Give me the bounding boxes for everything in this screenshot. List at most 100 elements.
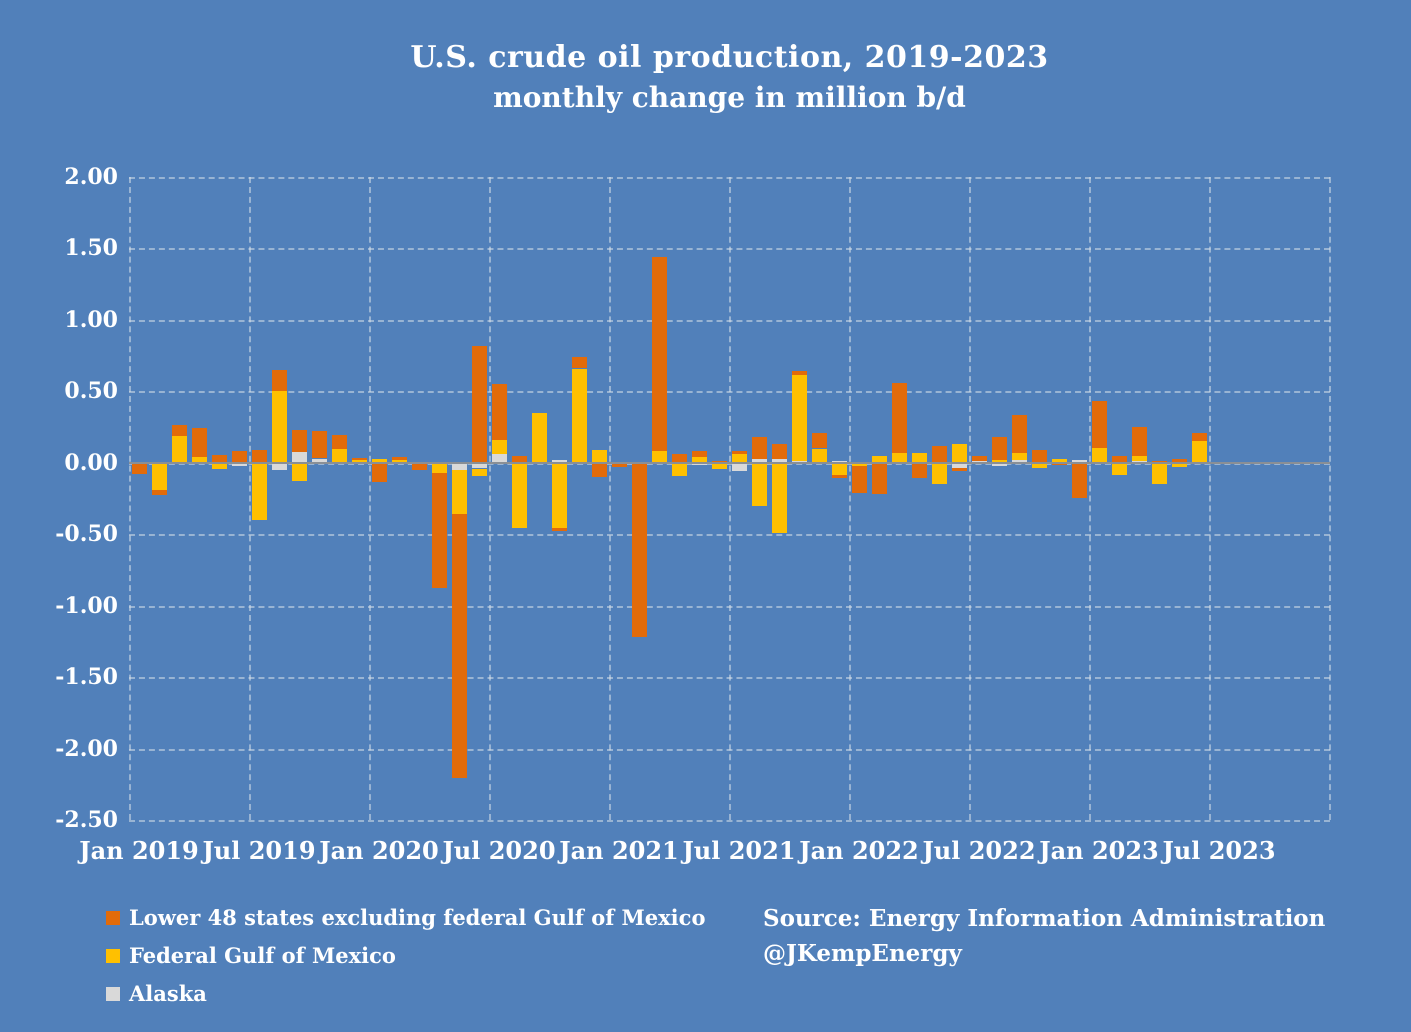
bar-segment-lower48 bbox=[951, 467, 967, 472]
bar-segment-gulf bbox=[1171, 462, 1187, 468]
y-tick-label: -2.50 bbox=[55, 807, 118, 833]
bar-segment-gulf bbox=[331, 449, 347, 463]
bar-segment-gulf bbox=[371, 459, 387, 463]
bar-segment-gulf bbox=[391, 459, 407, 463]
vertical-gridline bbox=[609, 177, 611, 820]
vertical-gridline bbox=[1089, 177, 1091, 820]
bar-segment-lower48 bbox=[891, 382, 907, 453]
x-tick-label: Jan 2020 bbox=[319, 836, 439, 865]
y-tick-label: -1.50 bbox=[55, 664, 118, 691]
bar-segment-gulf bbox=[771, 462, 787, 533]
bar-segment-gulf bbox=[351, 459, 367, 463]
bar-segment-gulf bbox=[151, 462, 167, 490]
bar-segment-lower48 bbox=[211, 454, 227, 463]
bar-segment-lower48 bbox=[751, 437, 767, 460]
bar-segment-lower48 bbox=[411, 462, 427, 470]
bar-segment-gulf bbox=[451, 469, 467, 515]
bar-segment-lower48 bbox=[671, 453, 687, 463]
source-attribution: @JKempEnergy bbox=[763, 940, 962, 967]
bar-segment-gulf bbox=[211, 462, 227, 470]
bar-segment-lower48 bbox=[831, 474, 847, 479]
bar-segment-lower48 bbox=[1011, 414, 1027, 453]
bar-segment-gulf bbox=[871, 455, 887, 463]
bar-segment-lower48 bbox=[151, 489, 167, 495]
legend-item: Lower 48 states excluding federal Gulf o… bbox=[106, 905, 705, 930]
bar-segment-gulf bbox=[951, 444, 967, 463]
bar-segment-lower48 bbox=[611, 462, 627, 468]
legend-item: Alaska bbox=[106, 981, 705, 1006]
legend-label: Lower 48 states excluding federal Gulf o… bbox=[129, 905, 706, 930]
bar-segment-gulf bbox=[671, 462, 687, 477]
bar-segment-gulf bbox=[571, 368, 587, 463]
x-tick-label: Jul 2023 bbox=[1162, 836, 1276, 865]
bar-segment-gulf bbox=[1011, 452, 1027, 460]
bar-segment-gulf bbox=[891, 452, 907, 463]
bar-segment-alaska bbox=[491, 454, 507, 463]
bar-segment-lower48 bbox=[591, 462, 607, 478]
y-tick-label: 1.50 bbox=[64, 235, 118, 262]
bar-segment-lower48 bbox=[1111, 456, 1127, 463]
bar-segment-lower48 bbox=[931, 446, 947, 463]
bar-segment-alaska bbox=[271, 462, 287, 470]
bar-segment-lower48 bbox=[1171, 458, 1187, 463]
x-tick-label: Jul 2022 bbox=[922, 836, 1036, 865]
y-tick-label: 2.00 bbox=[64, 164, 118, 190]
bar-segment-alaska bbox=[731, 462, 747, 471]
bar-segment-alaska bbox=[1011, 459, 1027, 463]
bar-segment-lower48 bbox=[331, 434, 347, 450]
bar-segment-alaska bbox=[231, 462, 247, 467]
bar-segment-gulf bbox=[991, 459, 1007, 463]
bar-segment-lower48 bbox=[1091, 400, 1107, 448]
bar-segment-lower48 bbox=[1051, 462, 1067, 465]
vertical-gridline bbox=[489, 177, 491, 820]
legend-swatch-icon bbox=[106, 948, 120, 963]
bar-segment-gulf bbox=[551, 462, 567, 528]
bar-segment-lower48 bbox=[391, 457, 407, 460]
plot-area bbox=[129, 177, 1331, 822]
bar-segment-lower48 bbox=[1031, 449, 1047, 463]
bar-segment-lower48 bbox=[971, 455, 987, 461]
bar-segment-lower48 bbox=[571, 357, 587, 369]
bar-segment-gulf bbox=[1131, 455, 1147, 462]
bar-segment-lower48 bbox=[1131, 427, 1147, 456]
chart-title: U.S. crude oil production, 2019-2023 bbox=[410, 40, 1049, 75]
legend-label: Alaska bbox=[129, 981, 207, 1006]
bar-segment-lower48 bbox=[811, 432, 827, 449]
vertical-gridline bbox=[849, 177, 851, 820]
vertical-gridline bbox=[1329, 177, 1331, 820]
bar-segment-gulf bbox=[711, 462, 727, 470]
bar-segment-alaska bbox=[311, 458, 327, 463]
y-tick-label: -2.00 bbox=[55, 735, 118, 762]
x-tick-label: Jan 2022 bbox=[799, 836, 919, 865]
bar-segment-gulf bbox=[911, 452, 927, 463]
bar-segment-alaska bbox=[471, 462, 487, 469]
y-tick-label: 1.00 bbox=[64, 306, 118, 333]
vertical-gridline bbox=[1209, 177, 1211, 820]
bar-segment-lower48 bbox=[791, 371, 807, 375]
bar-segment-alaska bbox=[291, 452, 307, 463]
legend-label: Federal Gulf of Mexico bbox=[129, 943, 396, 968]
bar-segment-lower48 bbox=[291, 429, 307, 452]
bar-segment-gulf bbox=[1191, 441, 1207, 463]
legend-swatch-icon bbox=[106, 910, 120, 925]
bar-segment-gulf bbox=[1111, 462, 1127, 475]
legend: Lower 48 states excluding federal Gulf o… bbox=[106, 905, 705, 1019]
y-tick-label: 0.00 bbox=[64, 449, 118, 476]
vertical-gridline bbox=[369, 177, 371, 820]
y-tick-label: -1.00 bbox=[55, 592, 118, 619]
bar-segment-lower48 bbox=[1191, 432, 1207, 442]
bar-segment-lower48 bbox=[431, 472, 447, 589]
bar-segment-lower48 bbox=[471, 345, 487, 463]
bar-segment-gulf bbox=[531, 412, 547, 463]
bar-segment-lower48 bbox=[731, 451, 747, 455]
bar-segment-gulf bbox=[191, 457, 207, 463]
horizontal-gridline bbox=[129, 820, 1330, 822]
bar-segment-lower48 bbox=[251, 449, 267, 463]
bar-segment-lower48 bbox=[171, 424, 187, 437]
bar-segment-lower48 bbox=[311, 431, 327, 459]
bar-segment-lower48 bbox=[651, 257, 667, 452]
bar-segment-alaska bbox=[971, 460, 987, 463]
bar-segment-lower48 bbox=[491, 384, 507, 440]
bar-segment-gulf bbox=[851, 462, 867, 467]
